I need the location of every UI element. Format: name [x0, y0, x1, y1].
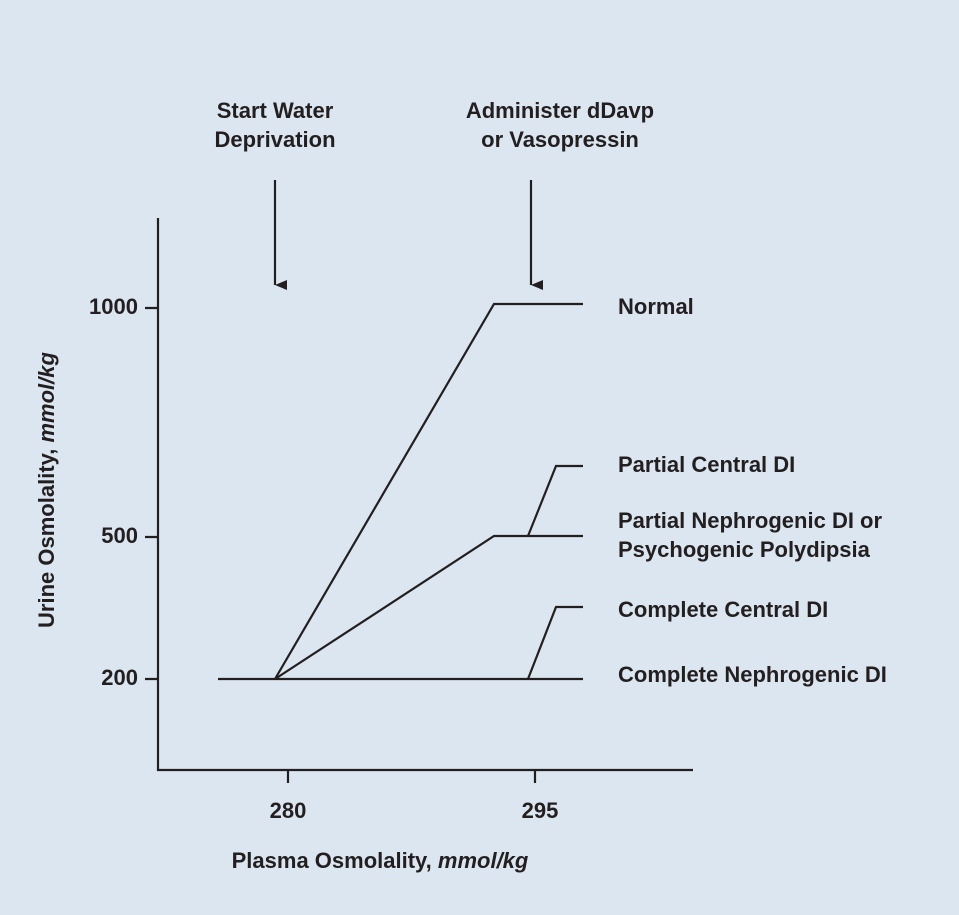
curve-label: Partial Nephrogenic DI or [618, 508, 882, 533]
annotation: Start Water [217, 98, 334, 123]
curve-label: Complete Nephrogenic DI [618, 662, 887, 687]
x-tick-label: 295 [522, 798, 559, 823]
y-tick-label: 1000 [89, 294, 138, 319]
curve-label: Normal [618, 294, 694, 319]
x-axis-title: Plasma Osmolality, mmol/kg [232, 848, 529, 873]
curves-lines [218, 302, 583, 681]
normal-line [274, 302, 583, 680]
annotation: Administer dDavp [466, 98, 654, 123]
curve-label: Complete Central DI [618, 597, 828, 622]
y-axis-label: Urine Osmolality, [34, 449, 59, 628]
x-tick-label: 280 [270, 798, 307, 823]
ticks [145, 306, 537, 783]
axes [145, 218, 693, 783]
y-tick-label: 500 [101, 523, 138, 548]
x-axis-unit: mmol/kg [438, 848, 529, 873]
annotation: or Vasopressin [481, 127, 639, 152]
branch-line [526, 605, 583, 680]
arrows [273, 180, 543, 290]
y-axis-title: Urine Osmolality, mmol/kg [34, 351, 59, 627]
x-axis-label: Plasma Osmolality, [232, 848, 432, 873]
y-tick-label: 200 [101, 665, 138, 690]
curve-label: Psychogenic Polydipsia [618, 537, 871, 562]
partial-line [274, 534, 583, 680]
axis-lines [156, 218, 693, 772]
curve-label: Partial Central DI [618, 452, 795, 477]
branch-line [526, 464, 583, 537]
y-axis-unit: mmol/kg [34, 351, 59, 442]
annotation: Deprivation [214, 127, 335, 152]
